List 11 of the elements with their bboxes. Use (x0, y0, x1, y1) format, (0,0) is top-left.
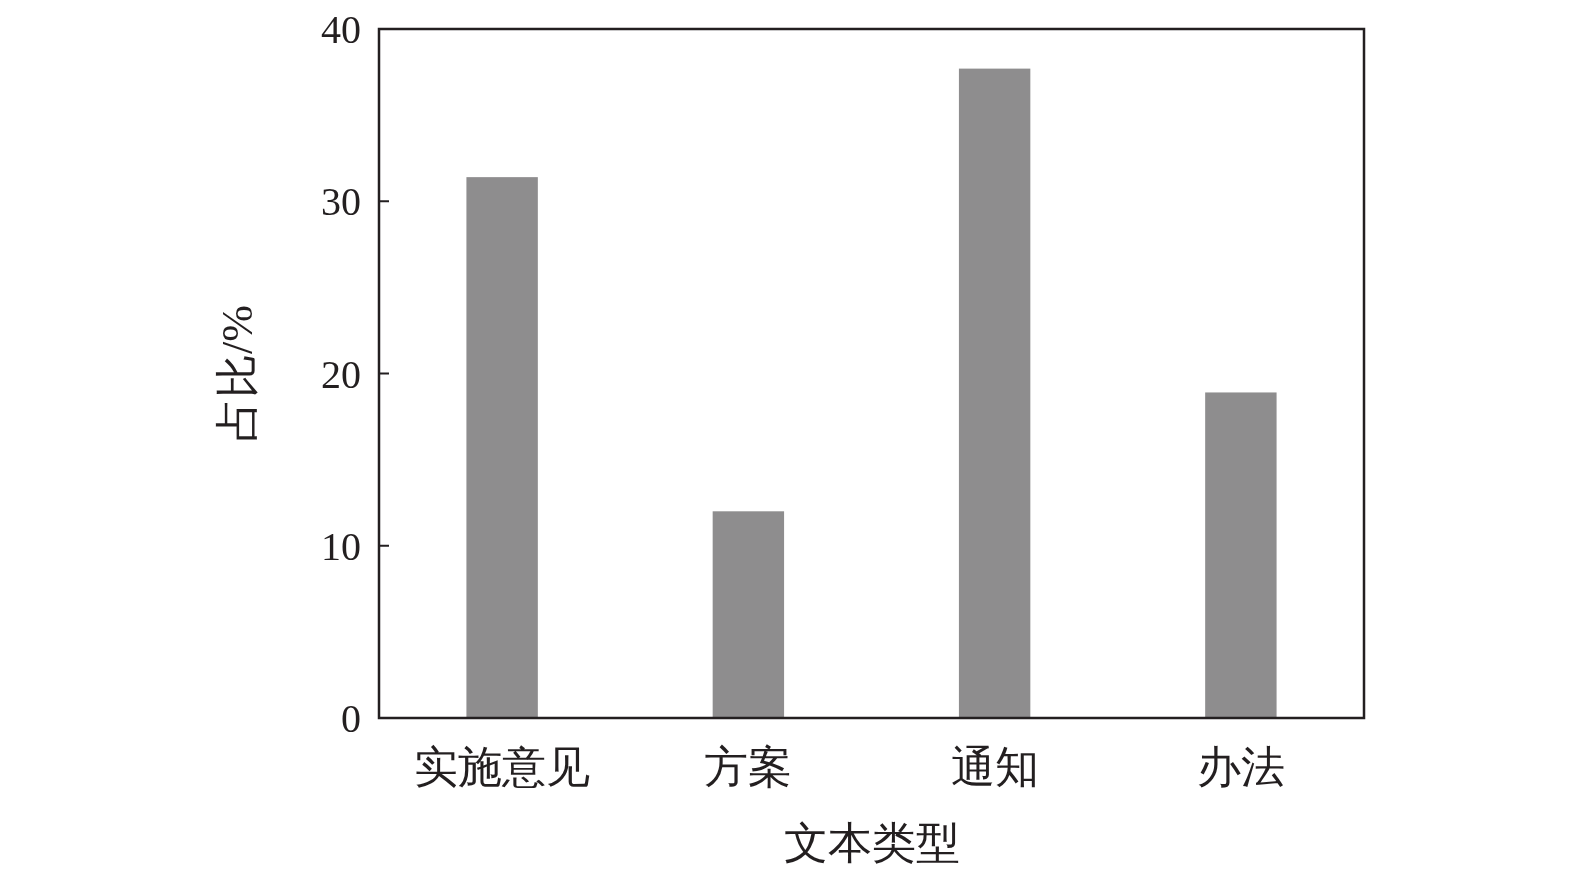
y-tick-label: 40 (321, 7, 361, 52)
x-axis-title: 文本类型 (783, 819, 960, 868)
y-tick-label: 10 (321, 523, 361, 569)
y-tick-label: 30 (321, 179, 361, 225)
x-tick-label: 通知 (950, 743, 1039, 792)
x-tick-label: 方案 (704, 743, 793, 792)
y-tick-label: 0 (341, 696, 361, 741)
x-tick-label: 实施意见 (414, 743, 591, 792)
y-axis-title: 占比/% (213, 305, 262, 442)
y-tick-label: 20 (321, 351, 361, 397)
x-tick-label: 办法 (1196, 743, 1285, 792)
